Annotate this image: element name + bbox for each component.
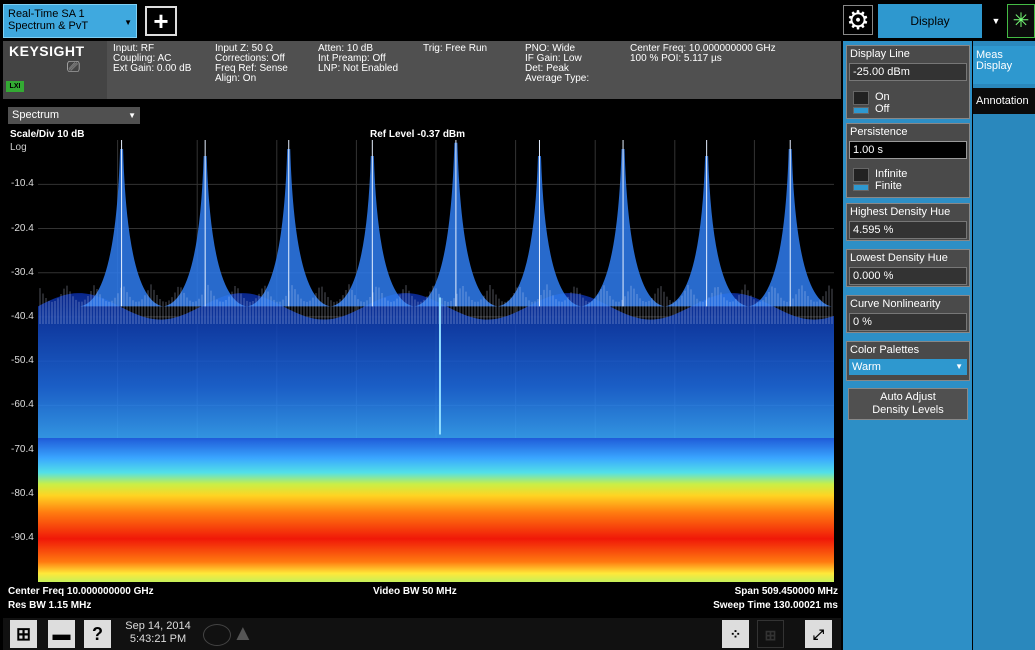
lowest-density-title: Lowest Density Hue [850, 252, 948, 264]
curve-nonlinearity-group[interactable]: Curve Nonlinearity 0 % [846, 295, 970, 333]
mode-name: Real-Time SA 1 [8, 8, 85, 20]
chevron-down-icon[interactable]: ▼ [991, 16, 1001, 26]
center-freq-info[interactable]: Center Freq: 10.000000000 GHz 100 % POI:… [630, 43, 776, 64]
time-label: 5:43:21 PM [129, 633, 187, 645]
persistence-group[interactable]: Persistence 1.00 s Infinite Finite [846, 123, 970, 198]
lxi-badge: LXI [6, 81, 24, 92]
lowest-density-hue-group[interactable]: Lowest Density Hue 0.000 % [846, 249, 970, 287]
span-label: Span 509.450000 MHz [734, 586, 838, 597]
on-radio[interactable] [853, 91, 869, 105]
auto-adjust-label: Density Levels [872, 404, 944, 416]
persistence-title: Persistence [850, 126, 908, 138]
y-tick-label: -60.4 [11, 399, 34, 411]
measurement-name: Spectrum & PvT [8, 20, 89, 32]
menu-tab-column [973, 41, 1035, 650]
gear-icon[interactable]: ⚙ [843, 5, 873, 35]
ref-level-label: Ref Level -0.37 dBm [370, 129, 466, 140]
display-line-title: Display Line [850, 48, 910, 60]
chevron-down-icon: ▼ [955, 362, 963, 371]
settings-info-bar: Input: RF Coupling: AC Ext Gain: 0.00 dB… [3, 41, 841, 99]
multi-view-icon[interactable]: ⁘ [722, 620, 749, 648]
message-icon[interactable]: ⎚ [67, 59, 80, 76]
y-tick-label: -50.4 [11, 355, 34, 367]
video-bw-label: Video BW 50 MHz [373, 586, 457, 597]
triangle-icon: ▲ [232, 620, 254, 645]
density-traces [38, 140, 834, 448]
measurement-mode-tab[interactable]: Real-Time SA 1 Spectrum & PvT ▼ [3, 4, 137, 38]
color-palettes-title: Color Palettes [850, 344, 920, 356]
display-line-group[interactable]: Display Line -25.00 dBm On Off [846, 45, 970, 119]
lowest-density-input[interactable]: 0.000 % [849, 267, 967, 285]
detector-info[interactable]: PNO: Wide IF Gain: Low Det: Peak Average… [525, 43, 590, 84]
curve-nonlinearity-input[interactable]: 0 % [849, 313, 967, 331]
y-tick-label: -40.4 [11, 310, 34, 322]
sweep-time-label: Sweep Time 130.00021 ms [713, 600, 838, 611]
view-selector[interactable]: Spectrum ▼ [8, 107, 140, 124]
tab-label: Meas [976, 49, 1003, 61]
palette-value: Warm [852, 361, 881, 373]
y-tick-label: -20.4 [11, 222, 34, 234]
highest-density-hue-group[interactable]: Highest Density Hue 4.595 % [846, 203, 970, 241]
add-screen-button[interactable]: + [145, 6, 177, 36]
persistence-input[interactable]: 1.00 s [849, 141, 967, 159]
finite-label: Finite [875, 180, 902, 192]
color-palettes-group[interactable]: Color Palettes Warm ▼ [846, 341, 970, 381]
chevron-down-icon: ▼ [124, 18, 132, 27]
keysight-logo: KEYSIGHT [9, 43, 85, 59]
circle-icon [203, 624, 231, 646]
center-freq-label: Center Freq 10.000000000 GHz [8, 586, 154, 597]
infinite-radio[interactable] [853, 168, 869, 182]
date-time: Sep 14, 2014 5:43:21 PM [118, 620, 198, 648]
y-tick-label: -80.4 [11, 487, 34, 499]
chevron-down-icon: ▼ [128, 111, 136, 120]
tab-meas-display[interactable]: Meas Display [973, 46, 1035, 84]
bottom-annotations: Center Freq 10.000000000 GHz Res BW 1.15… [8, 584, 838, 618]
display-line-input[interactable]: -25.00 dBm [849, 63, 967, 81]
input-info[interactable]: Input: RF Coupling: AC Ext Gain: 0.00 dB [113, 43, 192, 74]
scale-div-label: Scale/Div 10 dB [10, 129, 85, 140]
y-tick-label: -10.4 [11, 178, 34, 190]
maximize-icon[interactable]: ⤢ [805, 620, 832, 648]
trigger-info[interactable]: Trig: Free Run [423, 43, 488, 54]
taskbar [3, 618, 841, 650]
atten-info[interactable]: Atten: 10 dB Int Preamp: Off LNP: Not En… [318, 43, 399, 74]
y-tick-label: -30.4 [11, 266, 34, 278]
finite-radio[interactable] [853, 184, 869, 191]
folder-icon[interactable]: ▬ [48, 620, 75, 648]
curve-nonlinearity-title: Curve Nonlinearity [850, 298, 941, 310]
density-spectrum-plot[interactable] [38, 140, 834, 582]
menu-selector[interactable]: Display [878, 4, 982, 38]
input-z-info[interactable]: Input Z: 50 Ω Corrections: Off Freq Ref:… [215, 43, 288, 84]
highest-density-title: Highest Density Hue [850, 206, 951, 218]
tab-label: Display [976, 60, 1013, 72]
infinite-label: Infinite [875, 168, 908, 180]
tab-annotation[interactable]: Annotation [973, 88, 1035, 114]
auto-adjust-label: Auto Adjust [880, 391, 936, 403]
brand-logo-area: KEYSIGHT ⎚ LXI [3, 41, 107, 99]
scale-type-label: Log [10, 142, 27, 153]
y-tick-label: -70.4 [11, 443, 34, 455]
date-label: Sep 14, 2014 [125, 620, 191, 632]
y-tick-label: -90.4 [11, 531, 34, 543]
noise-floor-band [38, 438, 834, 582]
grid-view-icon[interactable]: ⊞ [757, 620, 784, 648]
busy-indicator-icon[interactable]: ✳ [1007, 4, 1035, 38]
off-label: Off [875, 103, 890, 115]
help-button[interactable]: ? [84, 620, 111, 648]
windows-icon[interactable]: ⊞ [10, 620, 37, 648]
highest-density-input[interactable]: 4.595 % [849, 221, 967, 239]
off-radio[interactable] [853, 107, 869, 114]
color-palette-dropdown[interactable]: Warm ▼ [849, 359, 967, 375]
view-label: Spectrum [12, 109, 60, 121]
res-bw-label: Res BW 1.15 MHz [8, 600, 92, 611]
on-label: On [875, 91, 890, 103]
auto-adjust-density-button[interactable]: Auto Adjust Density Levels [848, 388, 968, 420]
density-base [38, 293, 834, 448]
